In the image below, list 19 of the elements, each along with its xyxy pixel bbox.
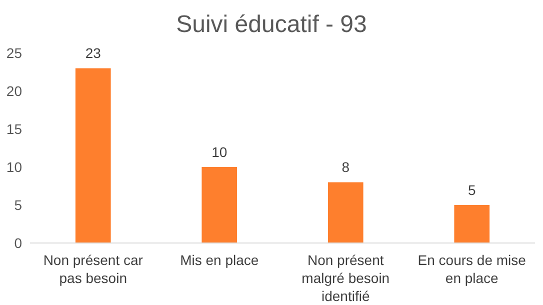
bar [328,182,364,243]
chart-title: Suivi éducatif - 93 [175,10,368,40]
bar [75,68,111,243]
data-label: 5 [468,182,476,198]
y-tick-label: 10 [6,158,22,175]
y-tick-label: 25 [6,44,22,61]
x-tick-label: En cours de mise en place [418,252,526,286]
data-label: 23 [85,45,102,62]
x-tick-label: Mis en place [180,252,259,268]
y-tick-label: 20 [6,82,22,99]
x-tick-label: Non présent malgré besoin identifié [302,252,390,304]
bar [454,205,490,243]
data-label: 10 [212,144,228,160]
data-label: 8 [342,159,350,176]
bar [202,167,238,243]
y-tick-label: 0 [14,234,22,251]
y-tick-label: 15 [6,120,22,137]
x-tick-label: Non présent car pas besoin [43,252,144,286]
y-tick-label: 5 [14,196,22,213]
